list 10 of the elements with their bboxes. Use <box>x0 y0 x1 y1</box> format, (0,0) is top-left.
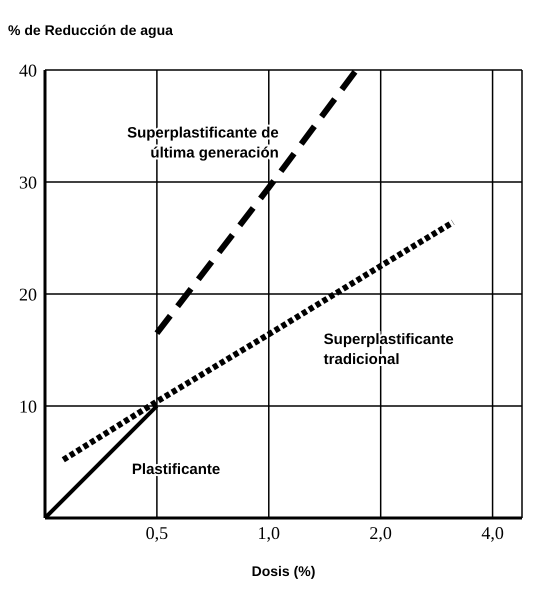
x-tick-label: 4,0 <box>481 522 504 543</box>
x-tick-label: 1,0 <box>258 522 280 543</box>
y-tick-label: 20 <box>19 284 37 304</box>
x-axis-title: Dosis (%) <box>252 563 316 579</box>
y-tick-label: 40 <box>19 60 37 80</box>
y-axis-title: % de Reducción de agua <box>8 21 174 40</box>
x-tick-label: 2,0 <box>369 522 392 543</box>
y-tick-label: 30 <box>19 172 37 192</box>
y-tick-label: 10 <box>19 396 37 416</box>
x-tick-label: 0,5 <box>146 522 168 543</box>
